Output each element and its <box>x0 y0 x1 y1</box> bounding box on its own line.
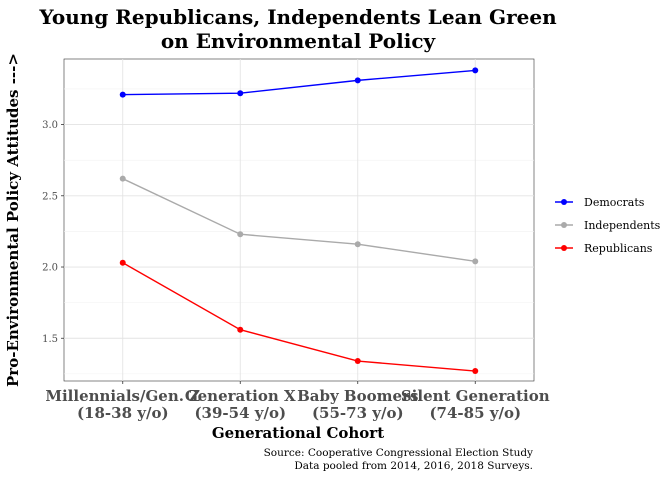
major-gridlines <box>64 59 534 381</box>
point-democrats-3 <box>472 67 479 74</box>
x-tick-label-3-line-1: (74-85 y/o) <box>429 404 521 422</box>
x-tick-label-2-line-0: Baby Boomers <box>297 387 418 405</box>
point-independents-3 <box>472 258 479 265</box>
point-democrats-0 <box>119 91 126 98</box>
x-tick-label-1-line-1: (39-54 y/o) <box>194 404 286 422</box>
x-tick-label-2-line-1: (55-73 y/o) <box>312 404 404 422</box>
legend-label-independents: Independents <box>584 219 661 232</box>
x-tick-label-1-line-0: Generation X <box>185 387 296 405</box>
point-independents-2 <box>354 241 361 248</box>
point-independents-0 <box>119 175 126 182</box>
point-independents-1 <box>237 231 244 238</box>
y-axis-title: Pro-Environmental Policy Attitudes ---> <box>4 53 22 387</box>
y-tick-label-1: 2.0 <box>42 263 58 274</box>
point-republicans-2 <box>354 358 361 365</box>
legend-label-democrats: Democrats <box>584 196 645 209</box>
chart-title-line-2: on Environmental Policy <box>161 29 437 53</box>
series-line-democrats <box>122 69 476 96</box>
caption-source: Source: Cooperative Congressional Electi… <box>264 447 533 459</box>
plot-panel <box>63 58 535 382</box>
y-axis-ticks: 1.5 2.0 2.5 3.0 <box>42 120 64 345</box>
series-layer <box>119 67 479 375</box>
caption-data-note: Data pooled from 2014, 2016, 2018 Survey… <box>294 460 533 472</box>
point-democrats-2 <box>354 77 361 84</box>
point-republicans-3 <box>472 368 479 375</box>
minor-gridlines <box>64 88 534 375</box>
x-tick-label-0-line-0: Millennials/Gen. Z <box>45 387 200 405</box>
x-tick-label-0-line-1: (18-38 y/o) <box>77 404 169 422</box>
x-tick-label-3-line-0: Silent Generation <box>401 387 550 405</box>
y-tick-label-0: 1.5 <box>42 334 58 345</box>
series-line-independents <box>122 178 476 263</box>
y-tick-label-3: 3.0 <box>42 120 58 131</box>
x-axis-ticks: Millennials/Gen. Z(18-38 y/o) Generation … <box>45 381 550 422</box>
point-democrats-1 <box>237 90 244 97</box>
legend-key-point-democrats <box>561 199 567 205</box>
point-republicans-1 <box>237 326 244 333</box>
x-axis-title: Generational Cohort <box>212 424 384 442</box>
legend: Democrats Independents Republicans <box>555 196 661 255</box>
legend-key-point-independents <box>561 222 567 228</box>
point-republicans-0 <box>119 259 126 266</box>
y-tick-label-2: 2.5 <box>42 191 58 202</box>
chart-title-line-1: Young Republicans, Independents Lean Gre… <box>38 5 557 29</box>
series-line-republicans <box>122 262 476 372</box>
legend-key-point-republicans <box>561 245 567 251</box>
legend-label-republicans: Republicans <box>584 242 653 255</box>
